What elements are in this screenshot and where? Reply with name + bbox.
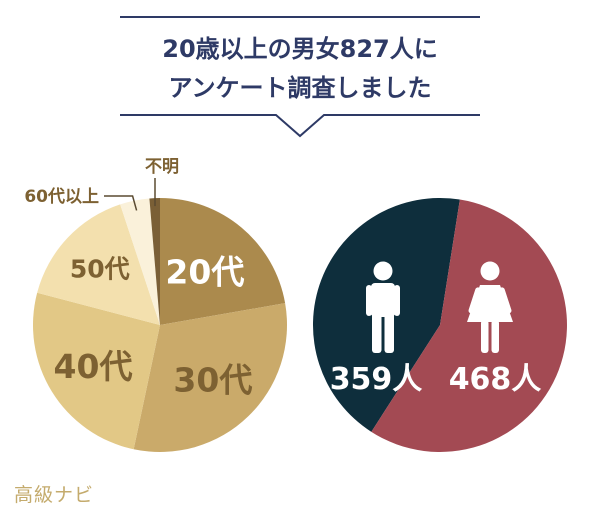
age-pie-slice-3 xyxy=(37,204,160,325)
age-pie-leader-4 xyxy=(104,195,138,211)
header-bottom-rule xyxy=(120,114,480,138)
male-count-label: 359人 xyxy=(330,362,423,397)
age-pie-label-4: 60代以上 xyxy=(24,186,99,207)
age-pie-labels: 20代 30代 40代 50代 60代以上 不明 xyxy=(24,157,252,400)
female-icon xyxy=(467,261,513,353)
age-pie-slice-0 xyxy=(160,197,286,325)
age-pie-slice-1 xyxy=(133,303,288,453)
age-pie-label-0: 20代 xyxy=(165,252,244,291)
brand-logo-text: 高級ナビ xyxy=(14,484,95,506)
age-pie-label-2: 40代 xyxy=(54,347,133,386)
age-pie-label-3: 50代 xyxy=(70,255,130,284)
age-pie-slice-4 xyxy=(120,198,160,325)
male-icon xyxy=(366,261,400,353)
age-pie-slice-2 xyxy=(32,292,160,450)
header: 20歳以上の男女827人に アンケート調査しました xyxy=(120,16,480,138)
age-pie-label-5: 不明 xyxy=(145,157,179,177)
age-pie-chart xyxy=(32,197,288,453)
age-pie-label-1: 30代 xyxy=(173,361,252,400)
header-title-line1: 20歳以上の男女827人に xyxy=(162,35,438,63)
header-title-line2: アンケート調査しました xyxy=(168,74,431,102)
age-pie-slice-5 xyxy=(149,197,160,325)
gender-pie-chart xyxy=(312,197,567,452)
gender-pie-slice-1 xyxy=(371,199,567,452)
female-count-label: 468人 xyxy=(449,362,542,397)
